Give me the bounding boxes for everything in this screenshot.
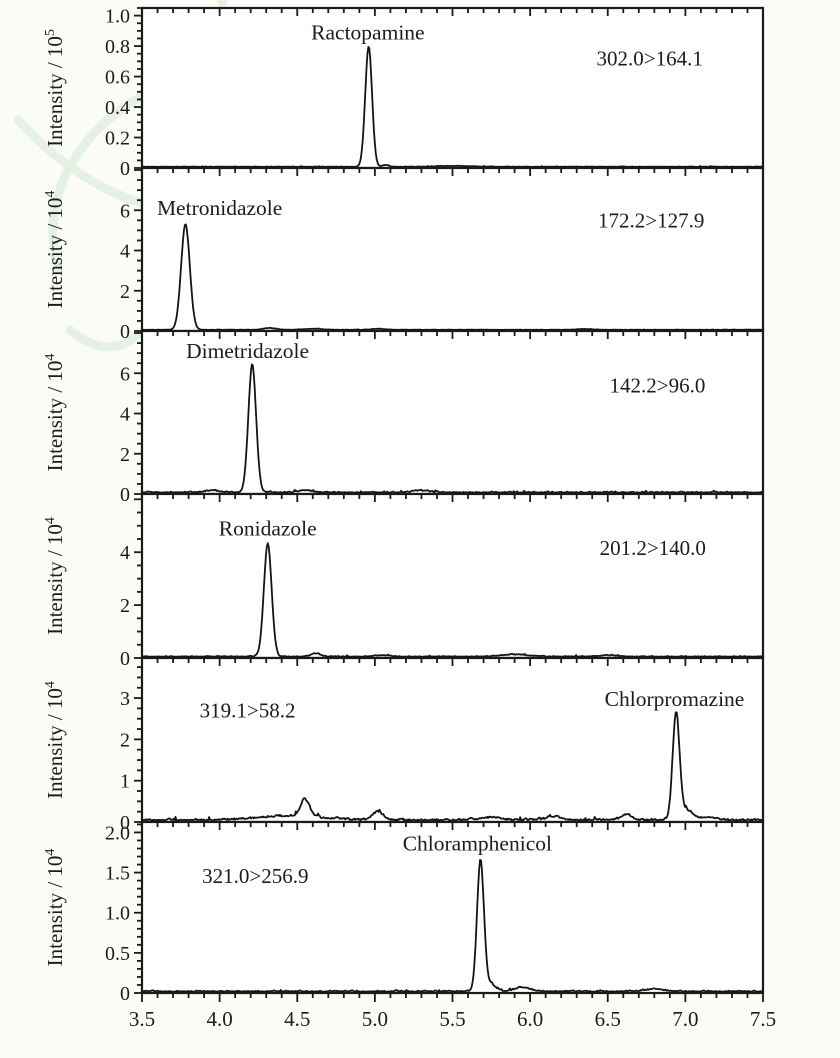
x-tick-label: 7.5 <box>750 1007 776 1031</box>
y-tick-label: 6 <box>120 200 130 222</box>
y-tick-label: 0 <box>120 158 130 180</box>
compound-label: Chloramphenicol <box>403 832 552 856</box>
panel-background <box>142 168 763 331</box>
y-tick-label: 0.8 <box>105 36 130 58</box>
y-tick-label: 0 <box>120 484 130 506</box>
x-tick-label: 4.5 <box>284 1007 310 1031</box>
y-axis-title: Intensity / 105 <box>43 29 67 147</box>
y-tick-label: 1 <box>120 771 130 793</box>
y-tick-label: 0.2 <box>105 128 130 150</box>
y-tick-label: 0 <box>120 812 130 834</box>
chromatogram-panel: 0 2 4 6 Intensity / 104 Metronidazole 172.2>12… <box>43 166 765 343</box>
panel-background <box>142 8 763 168</box>
y-tick-label: 2 <box>120 281 130 303</box>
y-tick-label: 2.0 <box>105 822 130 844</box>
y-axis-title: Intensity / 104 <box>43 191 67 309</box>
chromatogram-trace <box>143 223 762 331</box>
y-tick-label: 4 <box>120 241 130 263</box>
panel-background <box>142 658 763 822</box>
y-tick-label: 0.5 <box>105 943 130 965</box>
watermark-curve <box>65 325 143 352</box>
chromatogram-panel: 0 0.5 1.0 1.5 2.0 Intensity / 104 Chlorampheni… <box>43 820 765 1005</box>
transition-label: 172.2>127.9 <box>598 208 704 232</box>
tick-marks <box>134 7 764 169</box>
chromatogram-panel: 0 0.2 0.4 0.6 0.8 1.0 Intensity / 105 Ractopami… <box>43 6 765 180</box>
transition-label: 201.2>140.0 <box>600 536 706 560</box>
transition-label: 319.1>58.2 <box>200 698 296 722</box>
y-tick-label: 2 <box>120 729 130 751</box>
y-axis-title: Intensity / 104 <box>43 517 67 635</box>
compound-label: Chlorpromazine <box>605 687 745 711</box>
y-tick-label: 1.0 <box>105 6 130 28</box>
chromatogram-trace <box>143 45 762 168</box>
transition-label: 142.2>96.0 <box>610 373 706 397</box>
y-tick-label: 0.6 <box>105 67 130 89</box>
y-tick-label: 2 <box>120 444 130 466</box>
compound-label: Dimetridazole <box>186 339 309 363</box>
x-tick-label: 4.0 <box>207 1007 233 1031</box>
y-tick-label: 0 <box>120 321 130 343</box>
compound-label: Ractopamine <box>311 20 424 44</box>
x-axis-labels: 3.5 4.0 4.5 5.0 5.5 6.0 6.5 7.0 7.5 <box>129 1007 776 1031</box>
tick-marks <box>134 494 764 659</box>
tick-marks <box>134 168 764 332</box>
chromatogram-panel: 0 2 4 Intensity / 104 Ronidazole 201.2>140.0 <box>43 492 765 670</box>
y-axis-title: Intensity / 104 <box>43 681 67 799</box>
x-tick-label: 3.5 <box>129 1007 155 1031</box>
y-tick-label: 3 <box>120 688 130 710</box>
compound-label: Metronidazole <box>157 196 282 220</box>
chromatogram-trace <box>143 363 762 494</box>
chromatogram-trace <box>143 711 762 822</box>
x-tick-label: 7.0 <box>672 1007 698 1031</box>
y-tick-label: 0 <box>120 983 130 1005</box>
y-tick-label: 2 <box>120 595 130 617</box>
panel-background <box>142 494 763 658</box>
transition-label: 302.0>164.1 <box>596 46 702 70</box>
compound-label: Ronidazole <box>219 516 317 540</box>
y-axis-title: Intensity / 104 <box>43 849 67 967</box>
y-tick-label: 0 <box>120 648 130 670</box>
chromatogram-panel: 0 2 4 6 Intensity / 104 Dimetridazole 142.2>96… <box>43 329 765 506</box>
y-tick-label: 6 <box>120 363 130 385</box>
x-tick-label: 5.5 <box>439 1007 465 1031</box>
x-tick-label: 6.0 <box>517 1007 543 1031</box>
tick-marks <box>134 822 764 1002</box>
y-tick-label: 1.0 <box>105 903 130 925</box>
x-tick-label: 5.0 <box>362 1007 388 1031</box>
y-tick-label: 1.5 <box>105 863 130 885</box>
y-tick-label: 4 <box>120 542 130 564</box>
tick-marks <box>134 658 764 823</box>
chromatogram-trace <box>143 542 762 658</box>
panel-background <box>142 822 763 993</box>
tick-marks <box>134 331 764 495</box>
y-tick-label: 4 <box>120 404 130 426</box>
y-tick-label: 0.4 <box>105 97 130 119</box>
x-tick-label: 6.5 <box>595 1007 621 1031</box>
chromatogram-panel: 0 1 2 3 Intensity / 104 Chlorpromazine 319.1>5… <box>43 656 765 834</box>
y-axis-title: Intensity / 104 <box>43 354 67 472</box>
chromatogram-trace <box>143 859 762 993</box>
transition-label: 321.0>256.9 <box>202 864 308 888</box>
